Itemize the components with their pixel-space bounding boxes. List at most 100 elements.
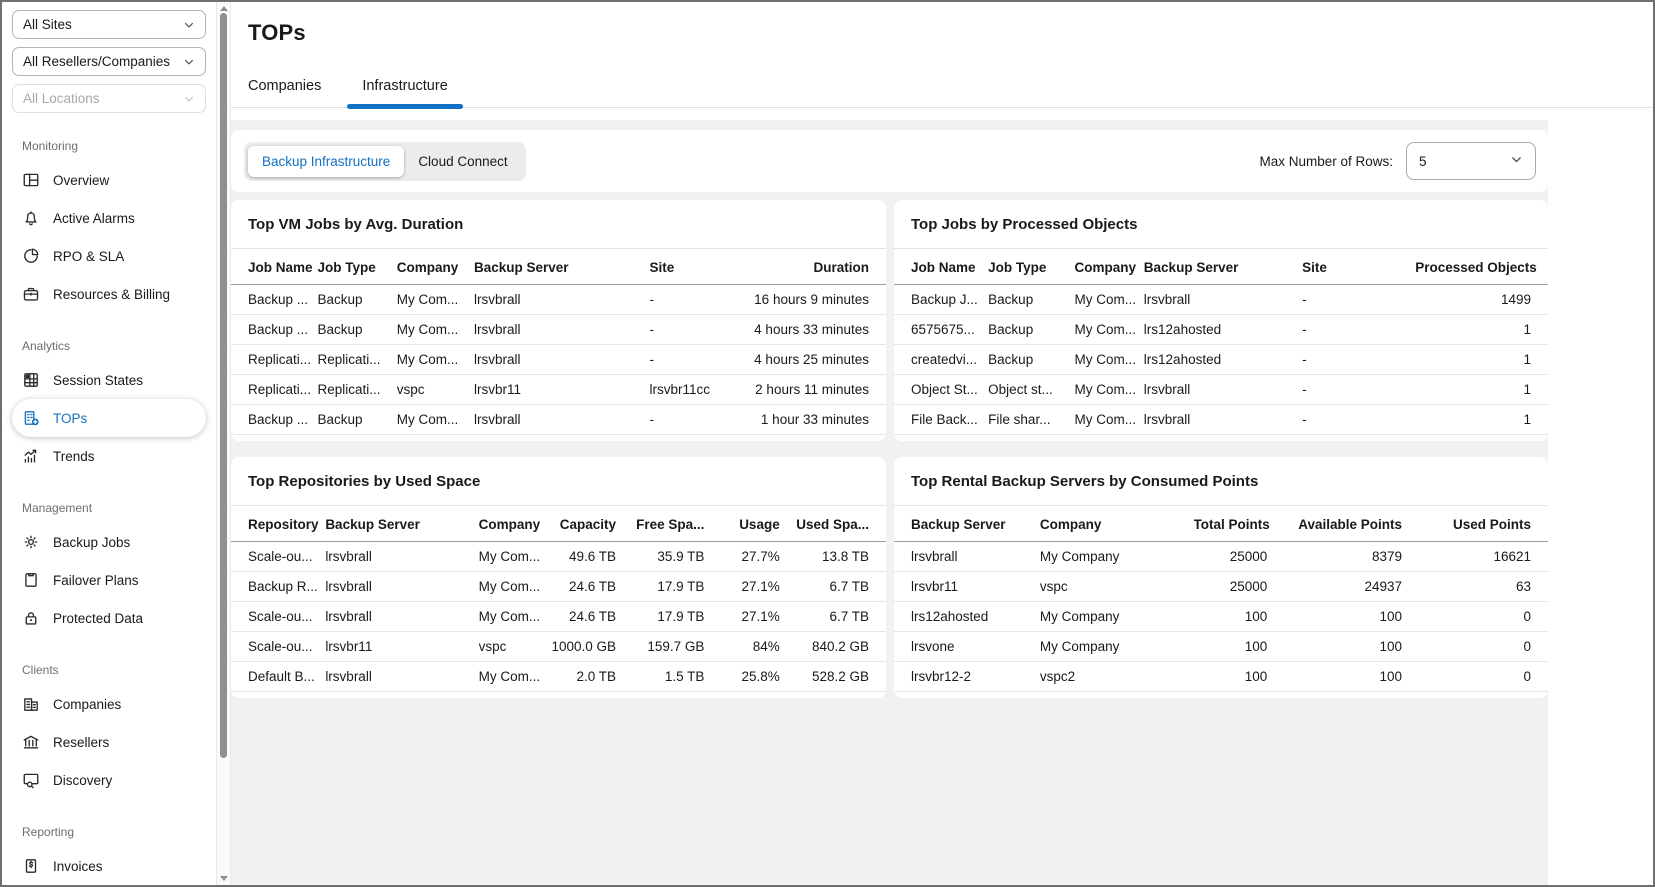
panel-table: Job Name Job Type Company Backup Server Site…: [231, 249, 886, 435]
table-cell: 840.2 GB: [787, 631, 886, 662]
sidebar-item-tops[interactable]: TOPs: [12, 399, 206, 437]
table-cell: 100: [1275, 661, 1410, 692]
table-cell: 4 hours 25 minutes: [751, 344, 886, 375]
table-cell: My Com...: [478, 541, 552, 572]
tab-bar: Companies Infrastructure: [231, 46, 1653, 109]
table-cell: Backup: [988, 284, 1075, 315]
sidebar-item-invoices[interactable]: Invoices: [12, 847, 206, 885]
table-row: lrs12ahosted My Company 100 100 0: [894, 601, 1548, 632]
sidebar-item-active-alarms[interactable]: Active Alarms: [12, 199, 206, 237]
building-plus-icon: [22, 409, 40, 427]
sidebar-item-label: Protected Data: [53, 610, 144, 626]
table-header-row: Job Name Job Type Company Backup Server Site…: [231, 249, 886, 285]
table-cell: My Com...: [396, 344, 474, 375]
table-cell: lrsvbrall: [325, 571, 479, 602]
column-header: Repository: [231, 506, 326, 542]
sidebar-item-failover-plans[interactable]: Failover Plans: [12, 561, 206, 599]
sidebar-item-protected-data[interactable]: Protected Data: [12, 599, 206, 637]
table-head: Repository Backup Server Company Capacity Fr…: [231, 506, 886, 542]
toggle-cloud-connect[interactable]: Cloud Connect: [404, 146, 521, 177]
table-cell: lrsvbr11: [894, 571, 1040, 602]
sidebar-item-discovery[interactable]: Discovery: [12, 761, 206, 799]
table-body: Backup J... Backup My Com... lrsvbrall -1499…: [894, 284, 1548, 435]
sidebar-item-backup-jobs[interactable]: Backup Jobs: [12, 523, 206, 561]
table-cell: Replicati...: [231, 374, 318, 405]
scrollbar-thumb[interactable]: [220, 13, 227, 758]
max-rows-select[interactable]: 5: [1406, 142, 1536, 180]
sidebar-item-companies[interactable]: Companies: [12, 685, 206, 723]
sidebar-item-rpo-sla[interactable]: RPO & SLA: [12, 237, 206, 275]
column-header: Processed Objects: [1415, 249, 1548, 285]
table-cell: lrs12ahosted: [1143, 344, 1303, 375]
sidebar-item-resellers[interactable]: Resellers: [12, 723, 206, 761]
toolbar: Backup Infrastructure Cloud Connect Max N…: [231, 130, 1548, 192]
table-cell: lrs12ahosted: [1143, 314, 1303, 345]
table-cell: 2.0 TB: [551, 661, 624, 692]
table-cell: lrs12ahosted: [894, 601, 1040, 632]
panel-table: Job Name Job Type Company Backup Server Site…: [894, 249, 1548, 435]
table-cell: lrsvbrall: [325, 541, 479, 572]
table-cell: 17.9 TB: [623, 601, 713, 632]
tab-companies[interactable]: Companies: [248, 78, 322, 94]
table-cell: lrsvbrall: [473, 284, 650, 315]
table-cell: Backup ...: [231, 284, 318, 315]
table-cell: 6.7 TB: [787, 601, 886, 632]
filter-select-all-resellers-companies[interactable]: All Resellers/Companies: [12, 47, 206, 76]
column-header: Total Points: [1193, 506, 1276, 542]
table-cell: Object St...: [894, 374, 989, 405]
table-cell: Default B...: [231, 661, 326, 692]
section-label: Reporting: [22, 825, 75, 839]
table-cell: lrsvbrall: [1143, 284, 1303, 315]
table-row: Scale-ou... lrsvbrall My Com... 24.6 TB 17.9…: [231, 601, 886, 632]
sidebar-item-label: TOPs: [53, 410, 88, 426]
sidebar-item-label: Companies: [53, 696, 122, 712]
sidebar-item-trends[interactable]: Trends: [12, 437, 206, 475]
table-cell: lrsvbrall: [1143, 404, 1303, 435]
sidebar-item-session-states[interactable]: Session States: [12, 361, 206, 399]
buildings-icon: [22, 695, 40, 713]
toggle-backup-infrastructure[interactable]: Backup Infrastructure: [248, 145, 405, 177]
table-cell: 25000: [1193, 571, 1276, 602]
table-cell: lrsvbrall: [325, 661, 479, 692]
table-cell: 24937: [1275, 571, 1410, 602]
table-row: lrsvone My Company 100 100 0: [894, 631, 1548, 662]
column-header: Capacity: [551, 506, 624, 542]
table-cell: lrsvbr11: [325, 631, 479, 662]
chevron-down-icon: [183, 56, 195, 68]
filter-select-label: All Locations: [23, 91, 100, 106]
column-header: Free Spa...: [623, 506, 713, 542]
table-cell: 25.8%: [712, 661, 788, 692]
table-cell: 2 hours 11 minutes: [751, 374, 886, 405]
table-cell: My Com...: [478, 661, 552, 692]
table-row: Scale-ou... lrsvbr11 vspc 1000.0 GB 159.7 GB…: [231, 631, 886, 662]
column-header: Available Points: [1275, 506, 1410, 542]
table-row: Object St... Object st... My Com... lrsvbra…: [894, 374, 1548, 405]
table-cell: 100: [1275, 631, 1410, 662]
sidebar-item-resources-billing[interactable]: Resources & Billing: [12, 275, 206, 313]
scroll-down-arrow-icon[interactable]: [220, 876, 228, 881]
table-cell: 1 hour 33 minutes: [751, 404, 886, 435]
scroll-up-arrow-icon[interactable]: [220, 6, 228, 11]
panel-top-vm-jobs-by-avg-duration: Top VM Jobs by Avg. Duration Job Name Job …: [231, 200, 886, 441]
chevron-down-icon: [183, 93, 195, 105]
sidebar-item-label: Trends: [53, 448, 95, 464]
table-cell: Backup: [988, 344, 1075, 375]
table-cell: My Company: [1039, 631, 1194, 662]
table-cell: 63: [1409, 571, 1548, 602]
table-cell: 84%: [712, 631, 788, 662]
sidebar-item-label: Failover Plans: [53, 572, 139, 588]
chevron-down-icon: [1510, 153, 1523, 169]
vertical-scrollbar[interactable]: [216, 2, 231, 885]
tab-infrastructure[interactable]: Infrastructure: [347, 72, 464, 109]
table-cell: -: [649, 314, 752, 345]
table-header-row: Job Name Job Type Company Backup Server Site…: [894, 249, 1548, 285]
sidebar-item-overview[interactable]: Overview: [12, 161, 206, 199]
table-cell: 100: [1193, 601, 1276, 632]
table-cell: 1499: [1415, 284, 1548, 315]
table-row: Replicati... Replicati... My Com... lrsvbra…: [231, 344, 886, 375]
table-cell: My Com...: [1074, 404, 1144, 435]
sidebar-item-label: Discovery: [53, 772, 113, 788]
table-cell: 0: [1409, 631, 1548, 662]
table-cell: My Company: [1039, 541, 1194, 572]
filter-select-all-sites[interactable]: All Sites: [12, 10, 206, 39]
